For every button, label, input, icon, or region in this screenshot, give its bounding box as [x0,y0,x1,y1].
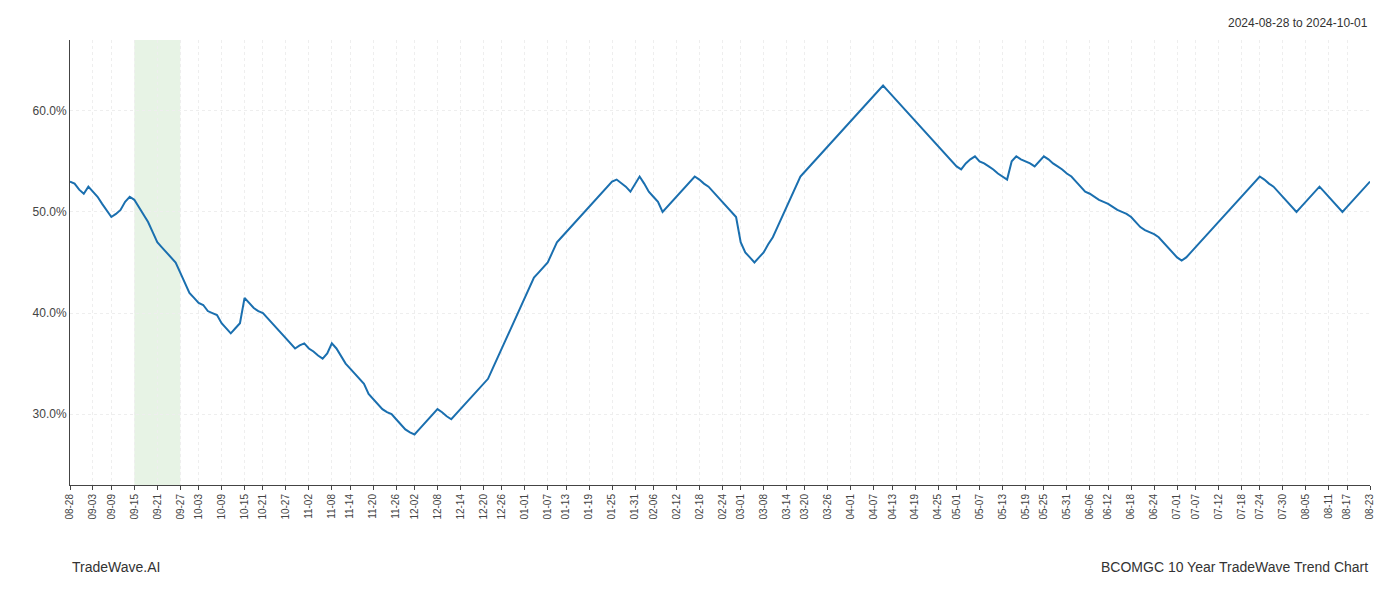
svg-text:01-25: 01-25 [606,494,617,520]
svg-text:05-13: 05-13 [997,494,1008,520]
svg-text:40.0%: 40.0% [33,306,67,320]
svg-text:05-31: 05-31 [1061,494,1072,520]
svg-text:11-20: 11-20 [367,494,378,519]
svg-text:07-01: 07-01 [1171,494,1182,520]
svg-text:12-08: 12-08 [432,494,443,520]
svg-text:08-11: 08-11 [1323,494,1334,519]
svg-text:03-20: 03-20 [799,494,810,520]
svg-text:04-07: 04-07 [868,494,879,520]
svg-text:05-07: 05-07 [974,494,985,520]
svg-text:TradeWave.AI: TradeWave.AI [72,559,160,575]
svg-text:03-01: 03-01 [735,494,746,520]
svg-text:03-08: 03-08 [758,494,769,520]
svg-text:07-30: 07-30 [1277,494,1288,520]
svg-text:09-09: 09-09 [106,494,117,520]
svg-text:11-08: 11-08 [326,494,337,519]
svg-text:04-13: 04-13 [887,494,898,520]
svg-text:03-14: 03-14 [781,494,792,520]
svg-text:12-14: 12-14 [455,494,466,520]
svg-text:06-24: 06-24 [1148,494,1159,520]
svg-text:01-13: 01-13 [560,494,571,520]
svg-text:02-18: 02-18 [694,494,705,520]
svg-text:10-21: 10-21 [257,494,268,520]
svg-text:11-14: 11-14 [344,494,355,519]
svg-text:04-25: 04-25 [932,494,943,520]
svg-text:06-06: 06-06 [1084,494,1095,520]
svg-text:07-24: 07-24 [1254,494,1265,520]
svg-text:01-01: 01-01 [519,494,530,520]
svg-text:60.0%: 60.0% [33,104,67,118]
svg-text:50.0%: 50.0% [33,205,67,219]
svg-text:04-19: 04-19 [909,494,920,520]
svg-text:10-15: 10-15 [239,494,250,520]
svg-text:08-17: 08-17 [1341,494,1352,520]
svg-text:06-12: 06-12 [1102,494,1113,520]
svg-text:01-07: 01-07 [542,494,553,520]
svg-text:12-26: 12-26 [496,494,507,520]
svg-text:12-20: 12-20 [478,494,489,520]
svg-text:08-28: 08-28 [64,494,75,520]
svg-text:02-06: 02-06 [648,494,659,520]
svg-text:07-12: 07-12 [1213,494,1224,520]
svg-text:01-19: 01-19 [583,494,594,520]
svg-text:11-26: 11-26 [390,494,401,519]
svg-text:08-23: 08-23 [1364,494,1375,520]
svg-text:BCOMGC 10 Year TradeWave Trend: BCOMGC 10 Year TradeWave Trend Chart [1101,559,1368,575]
svg-text:10-09: 10-09 [216,494,227,520]
svg-text:11-02: 11-02 [303,494,314,519]
svg-text:09-27: 09-27 [175,494,186,520]
svg-text:03-26: 03-26 [822,494,833,520]
svg-text:05-25: 05-25 [1038,494,1049,520]
svg-text:12-02: 12-02 [409,494,420,520]
svg-text:2024-08-28 to 2024-10-01: 2024-08-28 to 2024-10-01 [1228,16,1368,30]
svg-text:10-03: 10-03 [193,494,204,520]
svg-text:02-12: 02-12 [671,494,682,520]
svg-text:07-07: 07-07 [1190,494,1201,520]
svg-text:07-18: 07-18 [1236,494,1247,520]
svg-text:30.0%: 30.0% [33,407,67,421]
svg-text:09-03: 09-03 [87,494,98,520]
svg-text:04-01: 04-01 [845,494,856,520]
svg-text:06-18: 06-18 [1125,494,1136,520]
svg-text:09-15: 09-15 [129,494,140,520]
svg-text:10-27: 10-27 [280,494,291,520]
svg-text:08-05: 08-05 [1300,494,1311,520]
svg-text:02-24: 02-24 [717,494,728,520]
svg-text:09-21: 09-21 [152,494,163,520]
svg-text:05-01: 05-01 [951,494,962,520]
svg-text:01-31: 01-31 [629,494,640,520]
svg-text:05-19: 05-19 [1020,494,1031,520]
